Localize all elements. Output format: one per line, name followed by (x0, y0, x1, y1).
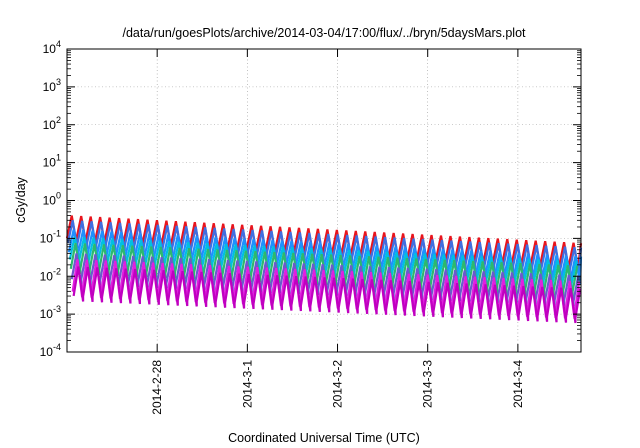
x-tick-label: 2014-3-4 (511, 360, 525, 408)
y-tick-label: 102 (43, 115, 61, 132)
x-tick-label: 2014-3-3 (421, 360, 435, 408)
plot-frame (66, 48, 582, 353)
y-axis-label: cGy/day (14, 176, 28, 223)
series-group (65, 215, 583, 324)
x-tick-label: 2014-3-1 (240, 360, 254, 408)
grid (67, 49, 581, 352)
x-tick-label: 2014-3-2 (331, 360, 345, 408)
y-tick-label: 10-2 (40, 266, 61, 283)
chart-title: /data/run/goesPlots/archive/2014-03-04/1… (122, 26, 526, 40)
x-tick-label: 2014-2-28 (150, 360, 164, 415)
y-tick-label: 10-3 (40, 304, 61, 321)
y-tick-label: 100 (43, 191, 61, 208)
y-tick-label: 103 (43, 77, 61, 94)
series-line-8 (72, 266, 582, 324)
y-tick-label: 101 (43, 153, 61, 170)
x-axis-label: Coordinated Universal Time (UTC) (228, 431, 420, 445)
series-line-2 (66, 220, 583, 276)
series-line-3 (67, 229, 583, 285)
y-tick-label: 10-1 (40, 228, 61, 245)
y-tick-label: 10-4 (40, 342, 61, 359)
y-tick-label: 104 (43, 39, 61, 56)
series-line-1 (65, 215, 583, 272)
